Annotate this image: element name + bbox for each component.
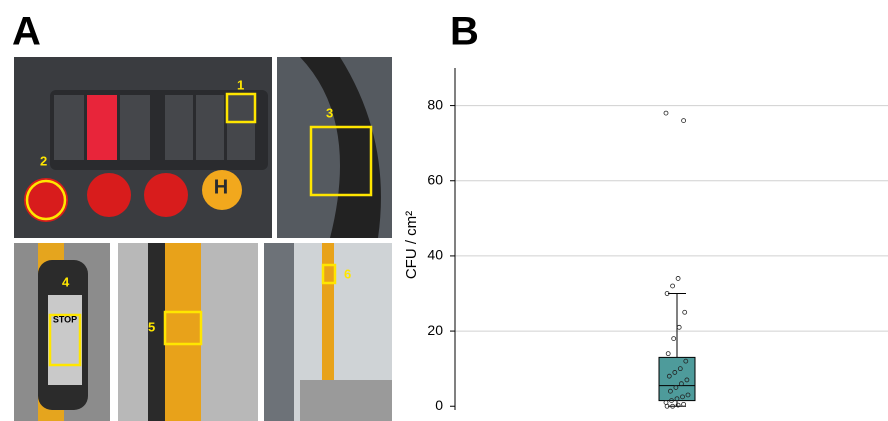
button-text: STOP (53, 314, 77, 324)
panel-label: A (12, 10, 41, 54)
data-point (672, 337, 676, 341)
photo-stop (14, 243, 110, 421)
figure: A B H 1 2 3 STOP 4 (0, 0, 888, 421)
y-tick-label: 80 (427, 96, 443, 112)
photo-label: 6 (344, 266, 351, 281)
photo-label: 4 (62, 274, 70, 289)
photo-interior (264, 243, 392, 421)
panel-label: B (450, 10, 479, 54)
photo-label: 2 (40, 153, 47, 168)
y-tick-label: 0 (435, 397, 443, 413)
data-point (666, 352, 670, 356)
y-tick-label: 40 (427, 247, 443, 263)
photo-label: 3 (326, 105, 333, 120)
data-point (677, 325, 681, 329)
photo-label: 5 (148, 319, 155, 334)
photo-wheel (277, 57, 392, 238)
photo-panel (14, 57, 272, 238)
button-text: H (214, 176, 228, 198)
data-point (676, 276, 680, 280)
y-axis-label: CFU / cm² (403, 211, 420, 279)
data-point (683, 310, 687, 314)
data-point (664, 111, 668, 115)
data-point (682, 119, 686, 123)
y-tick-label: 20 (427, 322, 443, 338)
photo-label: 1 (237, 77, 244, 92)
data-point (671, 284, 675, 288)
photo-pole (118, 243, 258, 421)
y-tick-label: 60 (427, 171, 443, 187)
